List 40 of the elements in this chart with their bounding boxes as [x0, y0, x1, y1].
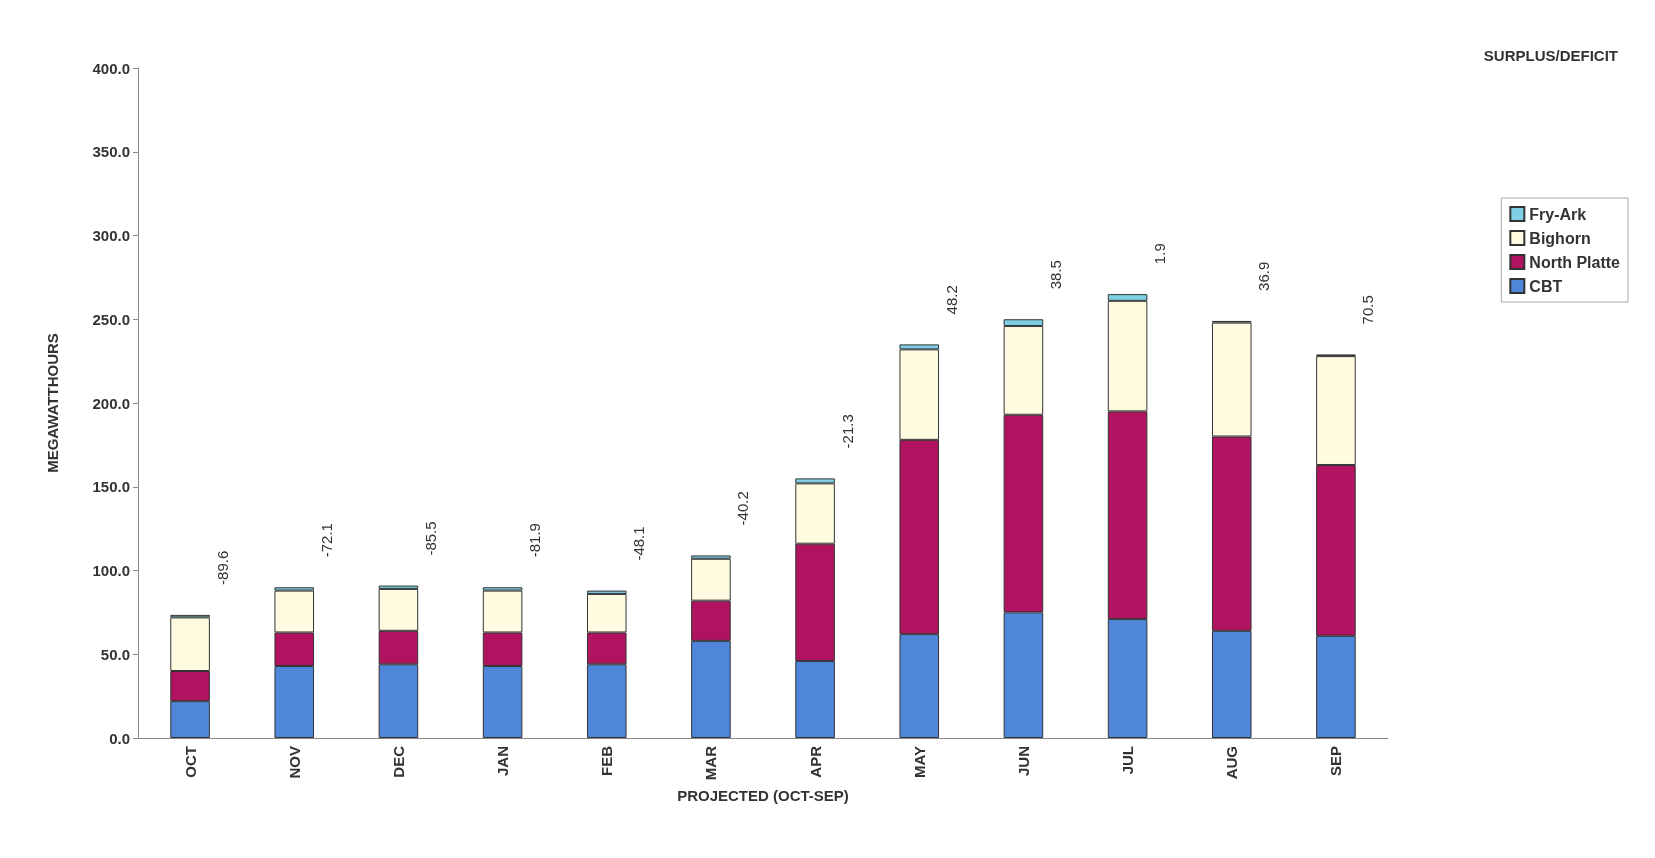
x-tick-label: JUL [1119, 746, 1137, 775]
y-axis-title: MEGAWATTHOURS [44, 333, 61, 473]
x-tick-label: FEB [598, 745, 616, 776]
y-tick-label: 0.0 [109, 729, 130, 747]
x-axis-title: PROJECTED (OCT-SEP) [677, 787, 849, 805]
annotation: 36.9 [1255, 261, 1273, 291]
x-tick-label: NOV [285, 746, 303, 779]
annotation: -48.1 [630, 526, 648, 561]
text: SURPLUS/DEFICIT [1483, 47, 1619, 64]
annotation: -72.1 [317, 523, 335, 558]
y-tick-label: 300.0 [92, 227, 130, 244]
legend-label: North Platte [1529, 253, 1621, 271]
annotation: -89.6 [213, 550, 231, 585]
legend-label: Fry-Ark [1529, 205, 1587, 223]
y-tick-label: 100.0 [92, 562, 130, 579]
y-tick-label: 50.0 [100, 645, 130, 663]
annotation: 38.5 [1046, 260, 1064, 290]
x-tick-label: AUG [1223, 746, 1241, 780]
x-tick-label: SEP [1327, 746, 1345, 777]
y-tick-label: 400.0 [92, 59, 130, 77]
y-tick-label: 250.0 [92, 310, 130, 328]
annotation: -21.3 [838, 414, 856, 449]
annotation: -81.9 [526, 523, 544, 558]
annotation: 48.2 [942, 285, 960, 315]
y-tick-label: 350.0 [92, 143, 130, 161]
x-tick-label: JUN [1014, 746, 1032, 777]
y-tick-label: 150.0 [92, 478, 130, 496]
annotation: -85.5 [421, 521, 439, 556]
x-tick-label: MAY [910, 746, 928, 778]
x-tick-label: MAR [702, 745, 720, 781]
legend-label: CBT [1529, 277, 1563, 295]
x-tick-label: OCT [181, 746, 199, 778]
x-tick-label: JAN [494, 746, 512, 777]
legend-label: Bighorn [1529, 229, 1591, 247]
y-tick-label: 200.0 [92, 394, 130, 412]
annotation: -40.2 [734, 491, 752, 526]
annotation: 1.9 [1151, 243, 1169, 265]
x-tick-label: APR [806, 745, 824, 778]
x-tick-label: DEC [389, 745, 407, 778]
annotation: 70.5 [1359, 295, 1377, 325]
